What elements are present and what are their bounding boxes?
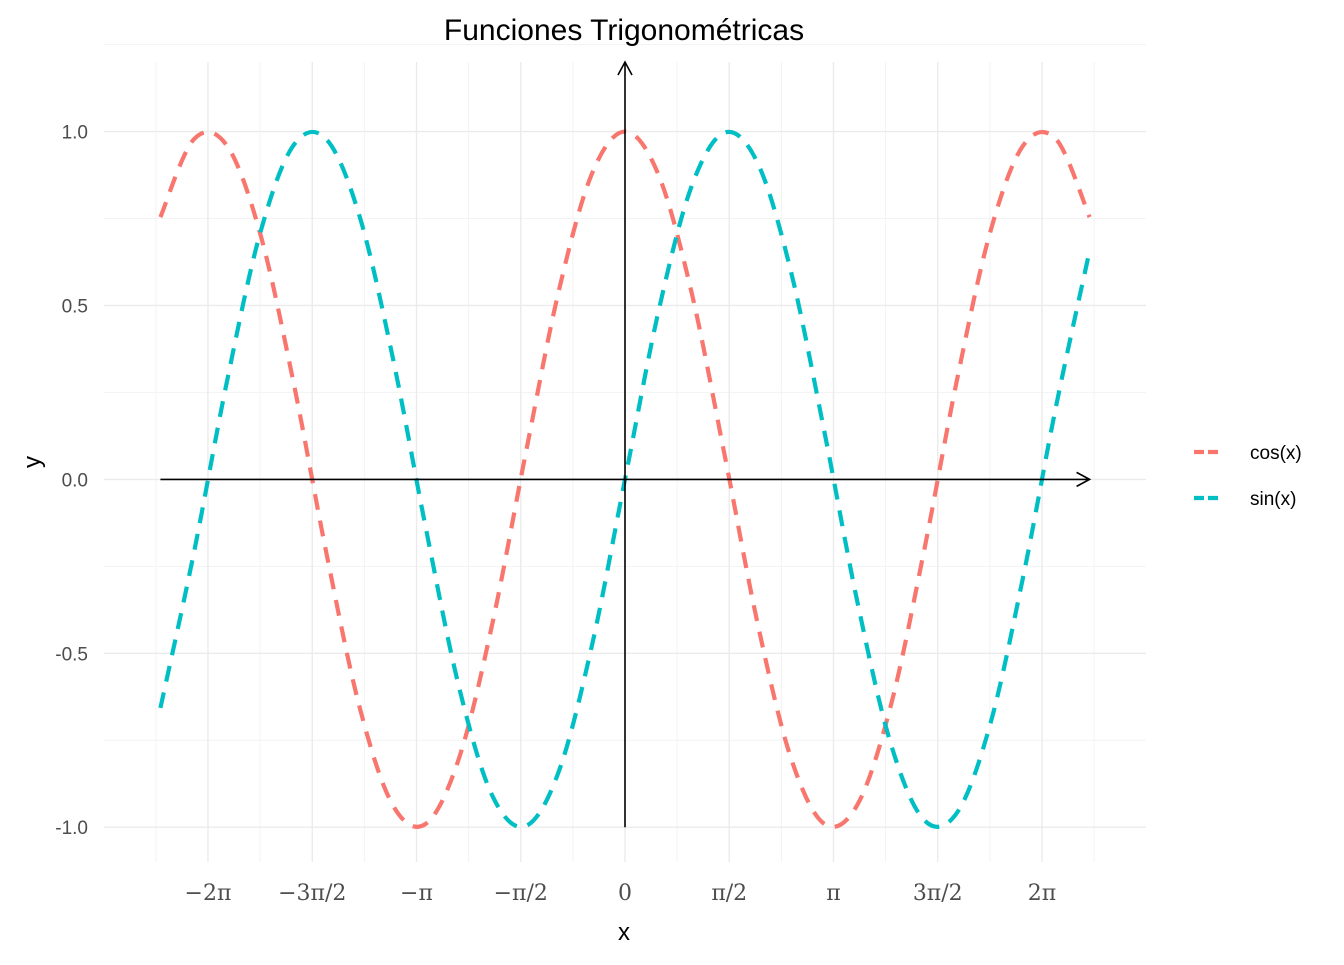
chart-title: Funciones Trigonométricas — [444, 14, 804, 47]
legend-label: cos(x) — [1250, 443, 1302, 464]
x-axis-title: x — [618, 919, 630, 946]
x-tick-label: 3π/2 — [913, 881, 963, 906]
y-tick-label: 0.5 — [62, 296, 88, 317]
y-tick-label: -1.0 — [55, 818, 88, 839]
x-tick-label: π/2 — [711, 881, 747, 906]
y-tick-label: 0.0 — [62, 470, 88, 491]
x-arrowhead — [1076, 471, 1092, 488]
axis-arrows — [160, 60, 1092, 828]
y-tick-labels: 1.0 0.5 0.0 -0.5 -1.0 — [55, 123, 88, 840]
y-tick-label: -0.5 — [55, 644, 88, 665]
x-tick-label: −π — [400, 881, 433, 906]
y-tick-label: 1.0 — [62, 123, 88, 144]
x-tick-label: π — [826, 881, 840, 906]
x-tick-label: 0 — [618, 881, 632, 906]
x-tick-labels: −2π −3π/2 −π −π/2 0 π/2 π 3π/2 2π — [185, 881, 1057, 906]
x-tick-label: −π/2 — [494, 881, 548, 906]
x-tick-label: 2π — [1028, 881, 1056, 906]
legend: cos(x) sin(x) — [1194, 443, 1302, 510]
x-tick-label: −3π/2 — [278, 881, 346, 906]
y-arrowhead — [617, 60, 633, 76]
legend-label: sin(x) — [1250, 489, 1296, 510]
x-tick-label: −2π — [185, 881, 232, 906]
y-axis-title: y — [19, 456, 46, 468]
